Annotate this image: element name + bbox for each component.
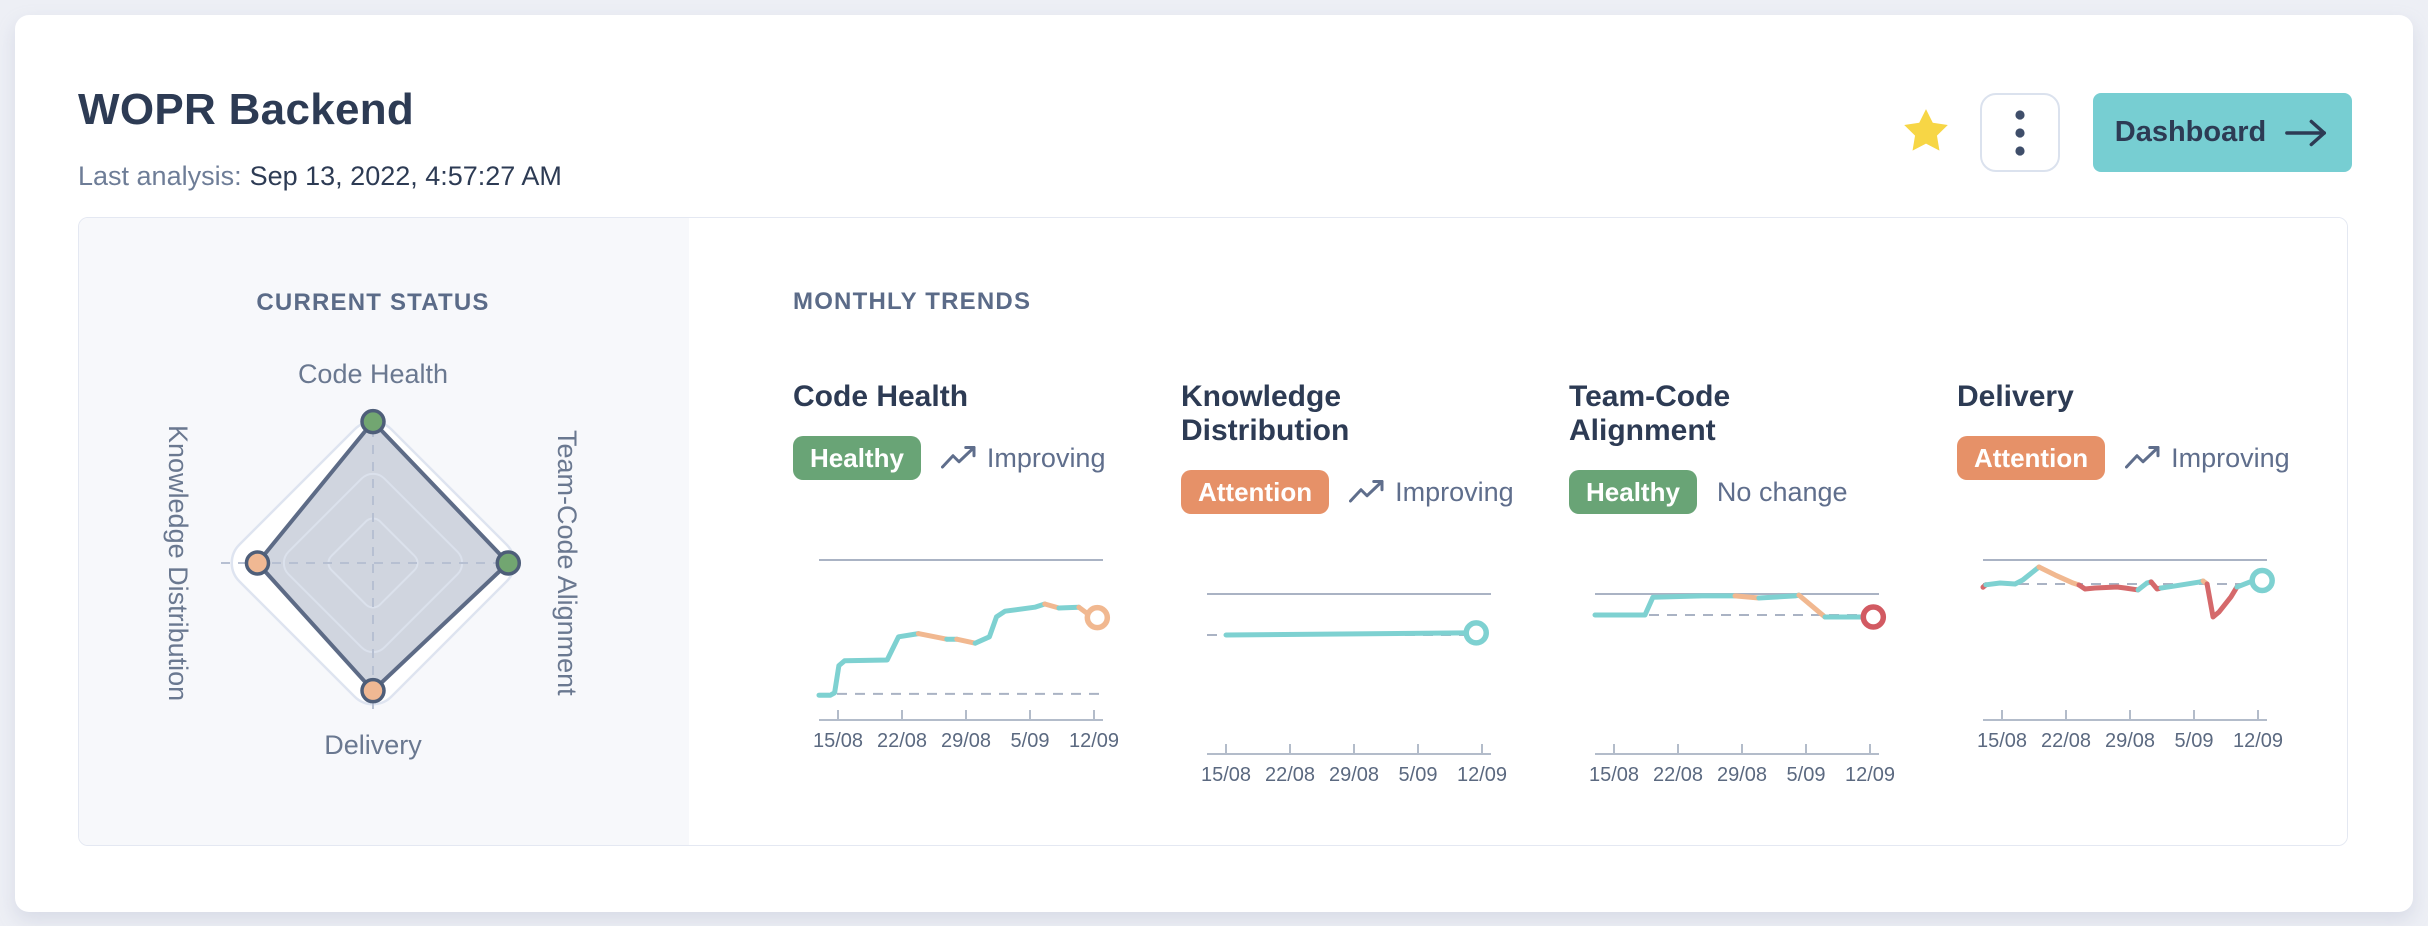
status-badge: Healthy [1569,470,1697,514]
trend-sparkline: 15/08 22/08 29/08 5/09 12/09 [1589,592,1895,786]
trend-card-title: Knowledge Distribution [1181,380,1350,447]
trend-card-status-row: Attention Improving [1957,436,2290,480]
x-axis-label: 15/08 [1201,764,1251,786]
trend-card-code-health: Code Health Healthy Improving 15/08 22/08 29/… [793,380,1119,788]
radar-axis-label-left: Knowledge Distribution [163,424,193,702]
trend-sparkline: 15/08 22/08 29/08 5/09 12/09 [813,559,1119,752]
page-title: WOPR Backend [78,85,415,134]
trend-direction: No change [1717,477,1848,508]
dashboard-button[interactable]: Dashboard [2093,93,2352,172]
trend-sparkline: 15/08 22/08 29/08 5/09 12/09 [1201,593,1507,786]
current-value-marker [1860,604,1887,630]
trend-card-title: Team-Code Alignment [1569,380,1731,447]
monthly-trends-heading: MONTHLY TRENDS [793,288,1032,315]
status-badge: Healthy [793,436,921,480]
x-axis-label: 22/08 [877,730,927,752]
kebab-menu-button[interactable] [1980,93,2060,172]
trend-card-status-row: Healthy Improving [793,436,1106,480]
x-axis-label: 15/08 [1977,730,2027,752]
trend-direction: Improving [2125,443,2290,474]
current-status-section: CURRENT STATUS Code Health Team-Code Ali… [79,218,689,845]
trend-direction-label: Improving [2171,442,2290,473]
x-axis-label: 29/08 [1329,764,1379,786]
radar-point-knowledge-distribution [244,550,271,576]
trending-up-icon [1349,480,1384,503]
last-analysis-value: Sep 13, 2022, 4:57:27 AM [249,161,562,191]
x-axis-label: 5/09 [1399,764,1438,786]
status-badge: Attention [1957,436,2106,480]
current-value-marker [1084,604,1111,631]
x-axis-label: 29/08 [2105,730,2155,752]
favorite-button[interactable] [1901,106,1951,156]
x-axis-label: 29/08 [941,730,991,752]
trend-direction-label: No change [1716,476,1848,507]
trend-card-title: Delivery [1957,380,2074,413]
radar-chart [221,408,525,715]
radar-axis-label-bottom: Delivery [324,730,422,760]
x-axis-label: 5/09 [1011,730,1050,752]
radar-point-delivery [360,677,386,704]
x-axis-label: 29/08 [1717,764,1767,786]
x-axis-label: 15/08 [1589,764,1639,786]
analysis-card: WOPR Backend Last analysis: Sep 13, 2022,… [15,15,2413,912]
trend-card-title: Code Health [793,380,969,413]
last-analysis: Last analysis: Sep 13, 2022, 4:57:27 AM [78,161,562,192]
trend-cards-row: Code Health Healthy Improving 15/08 22/08 29/… [793,380,2347,788]
radar-point-team-code-alignment [495,550,522,576]
x-axis-label: 22/08 [1265,764,1315,786]
trend-card-status-row: Attention Improving [1181,470,1514,514]
kebab-menu-icon [2015,109,2025,156]
trend-card-knowledge-distribution: Knowledge Distribution Attention Improving… [1181,380,1514,788]
trend-direction-label: Improving [986,442,1106,473]
status-badge: Attention [1181,470,1330,514]
x-axis-label: 12/09 [1457,764,1507,786]
star-icon [1904,108,1948,151]
radar-axis-label-top: Code Health [297,359,449,389]
trend-direction: Improving [940,442,1106,474]
last-analysis-label: Last analysis: [78,161,242,191]
x-axis-label: 5/09 [2175,730,2214,752]
monthly-trends-section: MONTHLY TRENDS Code Health Healthy Improvi… [689,218,2347,845]
trend-card-team-code-alignment: Team-Code Alignment Healthy No change 15/08… [1569,380,1895,788]
status-panel: CURRENT STATUS Code Health Team-Code Ali… [78,217,2348,846]
x-axis-label: 22/08 [2041,730,2091,752]
radar-point-code-health [360,408,386,435]
x-axis-label: 12/09 [1069,730,1119,752]
trend-direction-label: Improving [1395,476,1514,507]
x-axis-label: 12/09 [1845,764,1895,786]
radar-axis-label-right: Team-Code Alignment [552,430,582,696]
x-axis-label: 12/09 [2233,730,2283,752]
current-value-marker [2249,567,2275,594]
arrow-right-icon [2285,119,2327,146]
current-status-heading: CURRENT STATUS [256,289,490,316]
trend-card-delivery: Delivery Attention Improving 15/08 22/08 29/0… [1957,380,2290,788]
dashboard-button-label: Dashboard [2114,116,2267,148]
trending-up-icon [940,446,976,469]
trending-up-icon [2125,446,2160,469]
x-axis-label: 15/08 [813,730,863,752]
trend-direction: Improving [1349,477,1514,508]
x-axis-label: 5/09 [1787,764,1826,786]
current-value-marker [1463,620,1489,646]
trend-card-status-row: Healthy No change [1569,470,1879,514]
x-axis-label: 22/08 [1653,764,1703,786]
trend-sparkline: 15/08 22/08 29/08 5/09 12/09 [1977,559,2283,752]
